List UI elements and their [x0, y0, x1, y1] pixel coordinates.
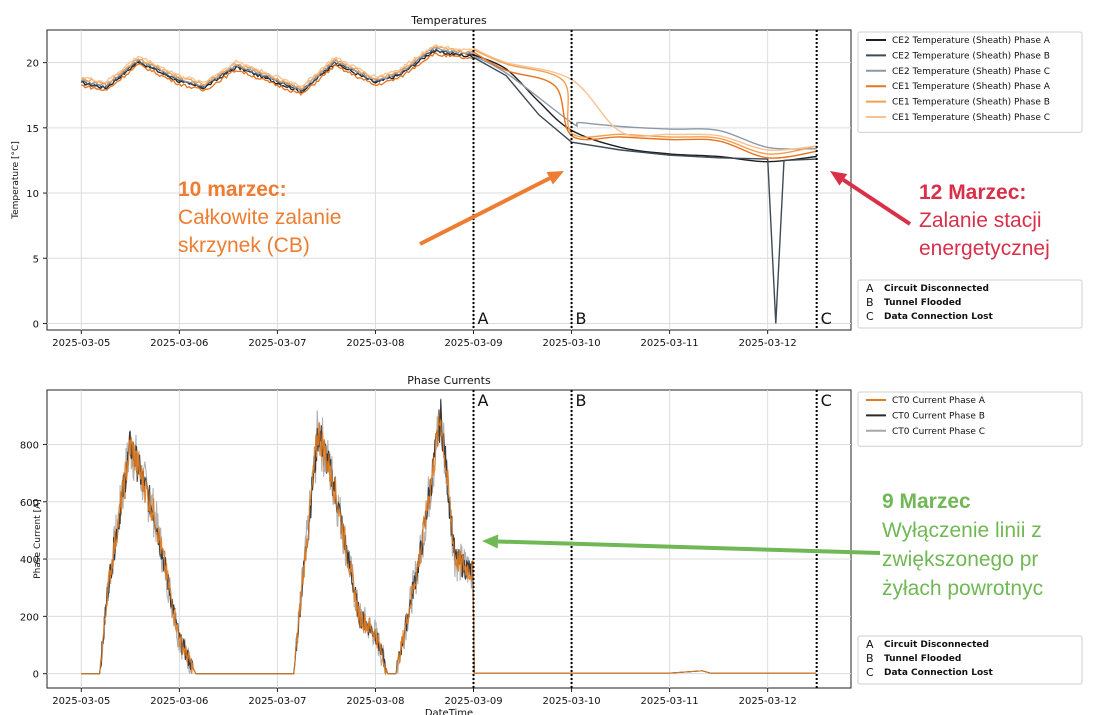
event-legend-text: Tunnel Flooded	[884, 654, 961, 664]
x-tick-label: 2025-03-07	[248, 696, 306, 707]
x-tick-label: 2025-03-08	[346, 696, 404, 707]
annotation-march-12-line1: Zalanie stacji	[919, 207, 1050, 235]
y-tick-label: 5	[33, 254, 39, 265]
x-tick-label: 2025-03-10	[542, 696, 600, 707]
event-label-c: C	[821, 391, 832, 410]
legend-item: CT0 Current Phase A	[892, 396, 986, 406]
annotation-march-12: 12 Marzec: Zalanie stacji energetycznej	[919, 179, 1050, 263]
annotation-march-9-heading: 9 Marzec	[882, 487, 1094, 516]
event-label-a: A	[478, 391, 489, 410]
annotation-march-9: 9 Marzec Wyłączenie linii z zwiększonego…	[882, 487, 1094, 603]
event-legend-text: Circuit Disconnected	[884, 640, 989, 650]
event-label-c: C	[821, 309, 832, 328]
x-axis-label: DateTime	[425, 708, 473, 715]
legend-item: CE2 Temperature (Sheath) Phase A	[892, 36, 1051, 46]
x-tick-label: 2025-03-09	[444, 696, 502, 707]
x-tick-label: 2025-03-12	[739, 338, 797, 349]
event-label-b: B	[576, 309, 587, 328]
y-axis-label: Temperature [°C]	[11, 141, 21, 220]
event-legend-text: Tunnel Flooded	[884, 298, 961, 308]
x-tick-label: 2025-03-11	[641, 696, 699, 707]
annotation-march-10-line2: skrzynek (CB)	[178, 232, 341, 260]
legend-item: CE1 Temperature (Sheath) Phase C	[892, 113, 1050, 123]
event-legend-text: Circuit Disconnected	[884, 284, 989, 294]
x-tick-label: 2025-03-09	[444, 338, 502, 349]
y-tick-label: 800	[20, 440, 39, 451]
x-tick-label: 2025-03-05	[52, 696, 110, 707]
chart-title: Phase Currents	[407, 374, 491, 387]
y-axis-label: Phase Current [A]	[33, 499, 43, 579]
annotation-march-12-heading: 12 Marzec:	[919, 179, 1050, 207]
legend-item: CT0 Current Phase B	[892, 411, 985, 421]
event-legend-key: C	[866, 310, 874, 323]
annotation-march-10-line1: Całkowite zalanie	[178, 204, 341, 232]
y-tick-label: 200	[20, 612, 39, 623]
event-legend-key: C	[866, 666, 874, 679]
annotation-march-12-line2: energetycznej	[919, 235, 1050, 263]
plot-frame	[47, 390, 851, 688]
chart-title: Temperatures	[410, 14, 487, 27]
event-legend-key: A	[866, 282, 874, 295]
event-legend-text: Data Connection Lost	[884, 668, 993, 678]
x-tick-label: 2025-03-10	[542, 338, 600, 349]
x-tick-label: 2025-03-12	[739, 696, 797, 707]
x-tick-label: 2025-03-07	[248, 338, 306, 349]
x-tick-label: 2025-03-08	[346, 338, 404, 349]
legend-item: CT0 Current Phase C	[892, 427, 985, 437]
y-tick-label: 0	[33, 670, 39, 681]
x-tick-label: 2025-03-05	[52, 338, 110, 349]
y-tick-label: 20	[26, 59, 39, 70]
annotation-march-9-line1: Wyłączenie linii z	[882, 516, 1094, 545]
legend-item: CE1 Temperature (Sheath) Phase A	[892, 82, 1051, 92]
x-tick-label: 2025-03-11	[641, 338, 699, 349]
event-legend-key: B	[866, 652, 874, 665]
x-tick-label: 2025-03-06	[150, 696, 208, 707]
annotation-march-10-heading: 10 marzec:	[178, 176, 341, 204]
x-tick-label: 2025-03-06	[150, 338, 208, 349]
event-legend-key: A	[866, 638, 874, 651]
event-legend-key: B	[866, 296, 874, 309]
y-tick-label: 0	[33, 319, 39, 330]
annotation-march-10: 10 marzec: Całkowite zalanie skrzynek (C…	[178, 176, 341, 260]
legend-item: CE2 Temperature (Sheath) Phase C	[892, 67, 1050, 77]
event-label-b: B	[576, 391, 587, 410]
legend-item: CE1 Temperature (Sheath) Phase B	[892, 98, 1050, 108]
event-label-a: A	[478, 309, 489, 328]
event-legend-text: Data Connection Lost	[884, 312, 993, 322]
y-tick-label: 15	[26, 124, 39, 135]
annotation-march-9-line3: żyłach powrotnyc	[882, 574, 1094, 603]
arrow-march-12-shaft	[843, 180, 910, 224]
annotation-march-9-line2: zwiększonego pr	[882, 545, 1094, 574]
legend-item: CE2 Temperature (Sheath) Phase B	[892, 51, 1050, 61]
y-tick-label: 10	[26, 189, 39, 200]
